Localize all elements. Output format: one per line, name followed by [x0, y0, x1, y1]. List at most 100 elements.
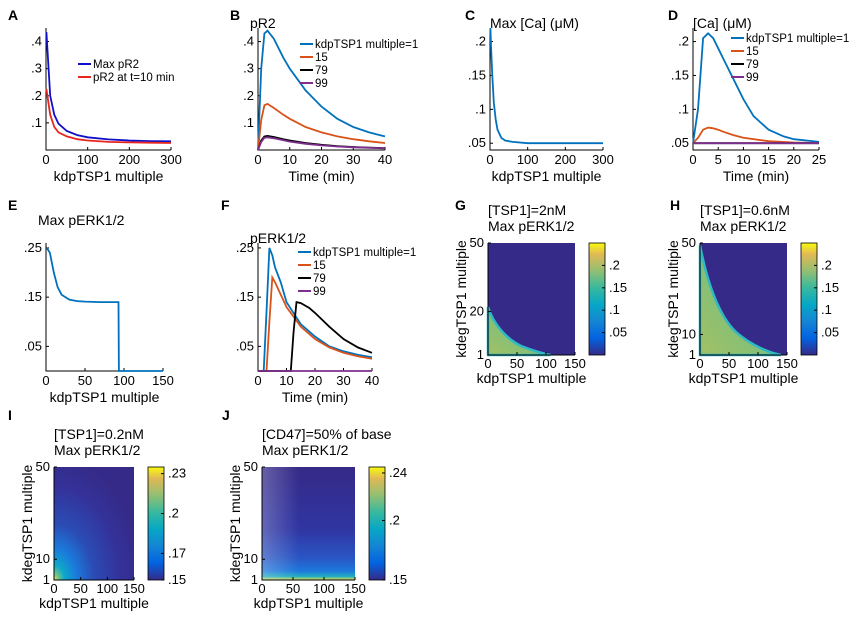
- x-tick-label: 10: [736, 152, 750, 167]
- x-axis-label-c: kdpTSP1 multiple: [492, 168, 602, 184]
- colorbar-tick-label: .2: [168, 506, 179, 521]
- heatmap-high-region: [698, 245, 782, 357]
- panel-e: E Max pERK1/2 0 50 100 150 .05 .15 .25 kdpTSP1 mu…: [8, 197, 174, 405]
- heatmap-subtitle-i: Max pERK1/2: [54, 442, 141, 458]
- y-tick-label: .15: [24, 289, 42, 304]
- y-axis-label-i: kdegTSP1 multiple: [19, 465, 35, 583]
- y-tick-label: .15: [236, 289, 254, 304]
- legend-label: kdpTSP1 multiple=1: [315, 39, 418, 51]
- y-tick-label: 50: [470, 235, 484, 250]
- series-line-b-1: [257, 102, 386, 151]
- legend-label: 79: [315, 65, 328, 77]
- x-axis-label-d: Time (min): [723, 168, 789, 184]
- y-tick-label: .05: [671, 135, 689, 150]
- series-line-a-0: [45, 32, 172, 143]
- panel-letter-f: F: [221, 197, 230, 213]
- y-tick-label: 20: [470, 304, 484, 319]
- y-tick-label: .05: [468, 135, 486, 150]
- y-tick-label: .3: [243, 61, 254, 76]
- heatmap-subtitle-g: Max pERK1/2: [488, 218, 575, 234]
- x-tick-label: 50: [78, 373, 92, 388]
- x-tick-label: 30: [346, 152, 360, 167]
- panel-letter-i: I: [8, 407, 12, 423]
- x-axis-label-i: kdpTSP1 multiple: [39, 595, 149, 611]
- x-tick-label: 0: [484, 356, 491, 371]
- x-tick-label: 0: [696, 356, 703, 371]
- y-tick-label: 1: [689, 347, 696, 362]
- y-tick-label: .05: [236, 338, 254, 353]
- panel-letter-h: H: [670, 197, 680, 213]
- y-tick-label: .25: [24, 240, 42, 255]
- axes-c: [489, 28, 603, 151]
- y-tick-label: .2: [678, 34, 689, 49]
- axes-a: [45, 28, 171, 151]
- heatmap-gradient: [54, 467, 134, 580]
- heatmap-title-h: [TSP1]=0.6nM: [700, 202, 790, 218]
- x-tick-label: 20: [787, 152, 801, 167]
- x-tick-label: 0: [258, 581, 265, 596]
- chart-title-e: Max pERK1/2: [38, 212, 125, 228]
- colorbar: [368, 466, 386, 581]
- axes-e: [45, 243, 163, 372]
- y-tick-label: .1: [31, 115, 42, 130]
- legend-label: 79: [746, 59, 759, 71]
- y-tick-label: .4: [243, 34, 254, 49]
- x-tick-label: 100: [96, 581, 118, 596]
- x-axis-label-e: kdpTSP1 multiple: [50, 389, 160, 405]
- colorbar-tick-label: .1: [821, 302, 832, 317]
- x-tick-label: 0: [50, 581, 57, 596]
- colorbar-tick-label: .15: [609, 280, 627, 295]
- legend-label: Max pR2: [93, 59, 139, 71]
- colorbar-tick-label: .2: [389, 513, 400, 528]
- y-tick-label: 1: [43, 572, 50, 587]
- colorbar-tick-label: .1: [609, 302, 620, 317]
- chart-title-d: [Ca] (μM): [693, 15, 752, 31]
- x-axis-label-j: kdpTSP1 multiple: [254, 595, 364, 611]
- colorbar-tick-label: .15: [821, 280, 839, 295]
- series-line-a-1: [45, 88, 172, 144]
- legend-label: 99: [746, 72, 759, 84]
- panel-letter-g: G: [455, 197, 466, 213]
- x-tick-label: 0: [486, 152, 493, 167]
- series-line-f-0: [258, 247, 373, 372]
- y-tick-label: .3: [31, 61, 42, 76]
- y-axis-label-h: kdegTSP1 multiple: [665, 240, 681, 358]
- x-tick-label: 50: [286, 581, 300, 596]
- heatmap-subtitle-h: Max pERK1/2: [700, 218, 787, 234]
- x-tick-label: 30: [336, 373, 350, 388]
- x-tick-label: 100: [747, 356, 769, 371]
- panel-letter-a: A: [8, 7, 18, 23]
- y-tick-label: 1: [477, 347, 484, 362]
- y-tick-label: .2: [31, 88, 42, 103]
- x-tick-label: 200: [118, 152, 140, 167]
- panel-letter-j: J: [222, 407, 230, 423]
- series-line-b-3: [257, 136, 386, 151]
- y-tick-label: .25: [236, 240, 254, 255]
- x-tick-label: 150: [776, 356, 798, 371]
- x-tick-label: 0: [689, 152, 696, 167]
- y-tick-label: .1: [475, 101, 486, 116]
- chart-title-c: Max [Ca] (μM): [490, 15, 579, 31]
- legend-label: kdpTSP1 multiple=1: [313, 247, 416, 259]
- heatmap-title-i: [TSP1]=0.2nM: [54, 426, 144, 442]
- colorbar: [588, 242, 606, 356]
- heatmap-body-g: [486, 243, 575, 357]
- x-tick-label: 20: [308, 373, 322, 388]
- heatmap-body-j: [262, 467, 355, 580]
- colorbar-tick-label: .2: [609, 257, 620, 272]
- colorbar-tick-label: .23: [168, 466, 186, 481]
- colorbar-tick-label: .05: [609, 325, 627, 340]
- heatmap-subtitle-j: Max pERK1/2: [262, 442, 349, 458]
- y-tick-label: .15: [671, 67, 689, 82]
- x-tick-label: 150: [344, 581, 366, 596]
- x-tick-label: 100: [517, 152, 539, 167]
- panel-letter-b: B: [230, 7, 240, 23]
- x-axis-label-g: kdpTSP1 multiple: [477, 370, 587, 386]
- x-tick-label: 5: [715, 152, 722, 167]
- x-axis-label-h: kdpTSP1 multiple: [689, 370, 799, 386]
- heatmap-body-i: [54, 467, 134, 580]
- series-line-e-0: [46, 247, 163, 372]
- colorbar-tick-label: .24: [389, 465, 407, 480]
